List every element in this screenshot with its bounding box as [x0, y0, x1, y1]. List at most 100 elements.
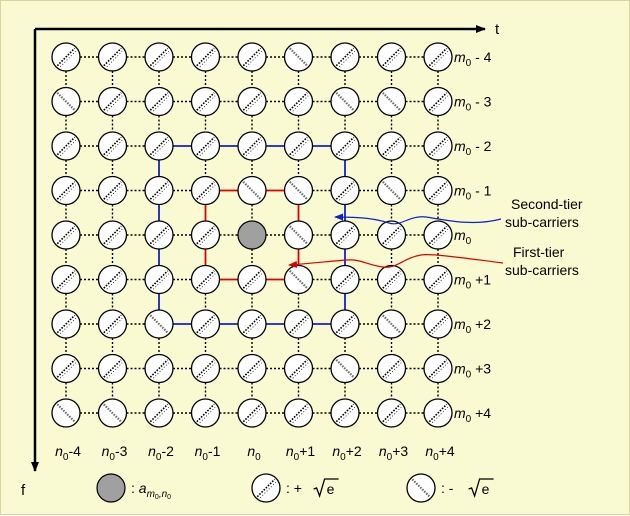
pilot-minus-node: [283, 220, 314, 250]
pilot-plus-node: [190, 309, 221, 339]
column-label: n0+1: [286, 443, 316, 463]
row-labels: m0 - 4 m0 - 3 m0 - 2 m0 - 1 m0 m0 +1 m0 +2 m0 +…: [454, 49, 492, 425]
pilot-plus-node: [376, 131, 407, 161]
column-label: n0-4: [55, 443, 81, 463]
pilot-minus-node: [51, 398, 81, 428]
legend-minus-symbol: [406, 473, 436, 503]
pilot-minus-node: [330, 353, 360, 384]
pilot-plus-node: [423, 353, 453, 384]
lattice-nodes: [51, 42, 453, 428]
pilot-plus-node: [423, 42, 453, 72]
pilot-plus-node: [97, 42, 128, 72]
pilot-minus-node: [283, 42, 314, 72]
pilot-plus-node: [144, 220, 174, 250]
row-label: m0 - 2: [454, 138, 492, 158]
pilot-plus-node: [423, 398, 453, 428]
pilot-minus-node: [283, 175, 314, 206]
first-tier-line1: First-tier: [513, 244, 565, 260]
pilot-plus-node: [330, 175, 360, 206]
pilot-plus-node: [237, 42, 267, 72]
pilot-plus-node: [423, 220, 453, 250]
pilot-minus-node: [144, 309, 174, 339]
pilot-plus-node: [97, 264, 128, 295]
pilot-plus-node: [283, 131, 314, 161]
pilot-minus-node: [376, 175, 407, 206]
pilot-plus-node: [51, 175, 81, 206]
pilot-plus-node: [330, 309, 360, 339]
pilot-plus-node: [51, 42, 81, 72]
lattice-links: [65, 56, 439, 414]
pilot-plus-node: [237, 86, 267, 117]
row-label: m0 +3: [454, 361, 491, 381]
pilot-plus-node: [190, 86, 221, 117]
pilot-plus-node: [376, 220, 407, 250]
first-tier-arrow: [288, 254, 504, 268]
pilot-plus-node: [190, 264, 221, 295]
pilot-plus-node: [237, 353, 267, 384]
time-axis-label: t: [495, 21, 500, 38]
row-label: m0 +4: [454, 405, 491, 425]
column-label: n0+3: [379, 443, 409, 463]
pilot-plus-node: [97, 353, 128, 384]
pilot-plus-node: [190, 175, 221, 206]
pilot-plus-node: [283, 309, 314, 339]
first-tier-annotation: First-tier sub-carriers: [288, 244, 579, 278]
pilot-plus-node: [97, 309, 128, 339]
column-label: n0+4: [425, 443, 455, 463]
frequency-axis-label: f: [21, 482, 26, 499]
column-labels: n0-4 n0-3 n0-2 n0-1 n0 n0+1 n0+2 n0+3 n0+4: [55, 443, 455, 463]
pilot-plus-node: [144, 131, 174, 161]
pilot-plus-node: [330, 42, 360, 72]
row-label: m0 +2: [454, 316, 491, 336]
pilot-plus-node: [237, 131, 267, 161]
pilot-plus-node: [283, 353, 314, 384]
pilot-plus-node: [97, 131, 128, 161]
pilot-minus-node: [51, 86, 81, 117]
second-tier-arrow: [334, 213, 502, 225]
pilot-plus-node: [51, 353, 81, 384]
column-label: n0+2: [332, 443, 362, 463]
row-label: m0: [454, 227, 472, 247]
pilot-plus-node: [283, 86, 314, 117]
pilot-plus-node: [376, 398, 407, 428]
pilot-plus-node: [144, 42, 174, 72]
pilot-plus-node: [97, 220, 128, 250]
pilot-plus-node: [283, 398, 314, 428]
svg-text:e: e: [327, 481, 335, 497]
data-symbol-node: [237, 220, 267, 250]
second-tier-line1: Second-tier: [511, 196, 583, 212]
legend-plus-symbol: [251, 473, 281, 503]
legend-data-symbol: [96, 473, 126, 503]
svg-text:: +: : +: [286, 480, 302, 496]
column-label: n0-3: [102, 443, 128, 463]
pilot-plus-node: [423, 175, 453, 206]
pilot-plus-node: [423, 264, 453, 295]
pilot-plus-node: [376, 353, 407, 384]
second-tier-annotation: Second-tier sub-carriers: [334, 196, 583, 230]
row-label: m0 - 1: [454, 183, 492, 203]
pilot-plus-node: [144, 86, 174, 117]
pilot-plus-node: [330, 131, 360, 161]
pilot-minus-node: [237, 175, 267, 206]
pilot-plus-node: [190, 353, 221, 384]
pilot-plus-node: [97, 86, 128, 117]
legend: : am0,n0: + e: - e: [96, 473, 494, 503]
column-label: n0-2: [148, 443, 174, 463]
row-label: m0 - 4: [454, 49, 492, 69]
pilot-plus-node: [423, 309, 453, 339]
svg-text:e: e: [482, 481, 490, 497]
pilot-plus-node: [237, 264, 267, 295]
pilot-minus-node: [97, 398, 128, 428]
pilot-plus-node: [423, 86, 453, 117]
column-label: n0-1: [195, 443, 221, 463]
pilot-plus-node: [330, 220, 360, 250]
first-tier-line2: sub-carriers: [505, 262, 579, 278]
pilot-plus-node: [190, 220, 221, 250]
pilot-plus-node: [330, 398, 360, 428]
row-label: m0 +1: [454, 272, 491, 292]
pilot-plus-node: [51, 131, 81, 161]
pilot-minus-node: [376, 309, 407, 339]
legend-data-label: : am0,n0: [131, 480, 171, 501]
pilot-minus-node: [330, 86, 360, 117]
